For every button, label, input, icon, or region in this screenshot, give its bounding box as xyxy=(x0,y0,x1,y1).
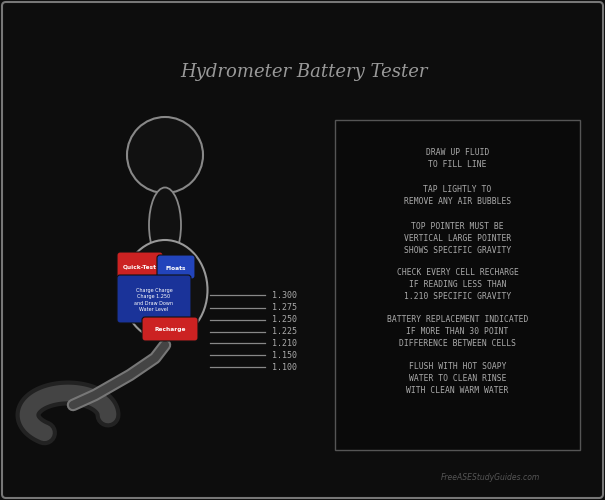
Text: TAP LIGHTLY TO
REMOVE ANY AIR BUBBLES: TAP LIGHTLY TO REMOVE ANY AIR BUBBLES xyxy=(404,185,511,206)
Text: DRAW UP FLUID
TO FILL LINE: DRAW UP FLUID TO FILL LINE xyxy=(426,148,489,169)
Text: TOP POINTER MUST BE
VERTICAL LARGE POINTER
SHOWS SPECIFIC GRAVITY: TOP POINTER MUST BE VERTICAL LARGE POINT… xyxy=(404,222,511,254)
Text: 1.275: 1.275 xyxy=(272,304,297,312)
Text: 1.300: 1.300 xyxy=(272,290,297,300)
Text: FLUSH WITH HOT SOAPY
WATER TO CLEAN RINSE
WITH CLEAN WARM WATER: FLUSH WITH HOT SOAPY WATER TO CLEAN RINS… xyxy=(407,362,509,394)
Text: Hydrometer Battery Tester: Hydrometer Battery Tester xyxy=(180,63,428,81)
Ellipse shape xyxy=(149,188,181,262)
Text: Charge Charge
Charge 1.250
and Draw Down
Water Level: Charge Charge Charge 1.250 and Draw Down… xyxy=(134,288,174,312)
FancyBboxPatch shape xyxy=(335,120,580,450)
Text: BATTERY REPLACEMENT INDICATED
IF MORE THAN 30 POINT
DIFFERENCE BETWEEN CELLS: BATTERY REPLACEMENT INDICATED IF MORE TH… xyxy=(387,315,528,348)
Text: 1.100: 1.100 xyxy=(272,362,297,372)
FancyBboxPatch shape xyxy=(117,252,163,280)
Text: Recharge: Recharge xyxy=(154,328,186,332)
FancyBboxPatch shape xyxy=(142,317,198,341)
Text: CHECK EVERY CELL RECHARGE
IF READING LESS THAN
1.210 SPECIFIC GRAVITY: CHECK EVERY CELL RECHARGE IF READING LES… xyxy=(396,268,518,300)
Text: 1.210: 1.210 xyxy=(272,338,297,347)
Text: 1.225: 1.225 xyxy=(272,328,297,336)
Text: Quick-Test: Quick-Test xyxy=(123,264,157,270)
Ellipse shape xyxy=(122,240,208,340)
Text: 1.150: 1.150 xyxy=(272,350,297,360)
Circle shape xyxy=(127,117,203,193)
Text: Floats: Floats xyxy=(166,266,186,270)
FancyBboxPatch shape xyxy=(157,255,195,279)
FancyBboxPatch shape xyxy=(117,275,191,323)
Text: 1.250: 1.250 xyxy=(272,316,297,324)
Text: FreeASEStudyGuides.com: FreeASEStudyGuides.com xyxy=(440,473,540,482)
